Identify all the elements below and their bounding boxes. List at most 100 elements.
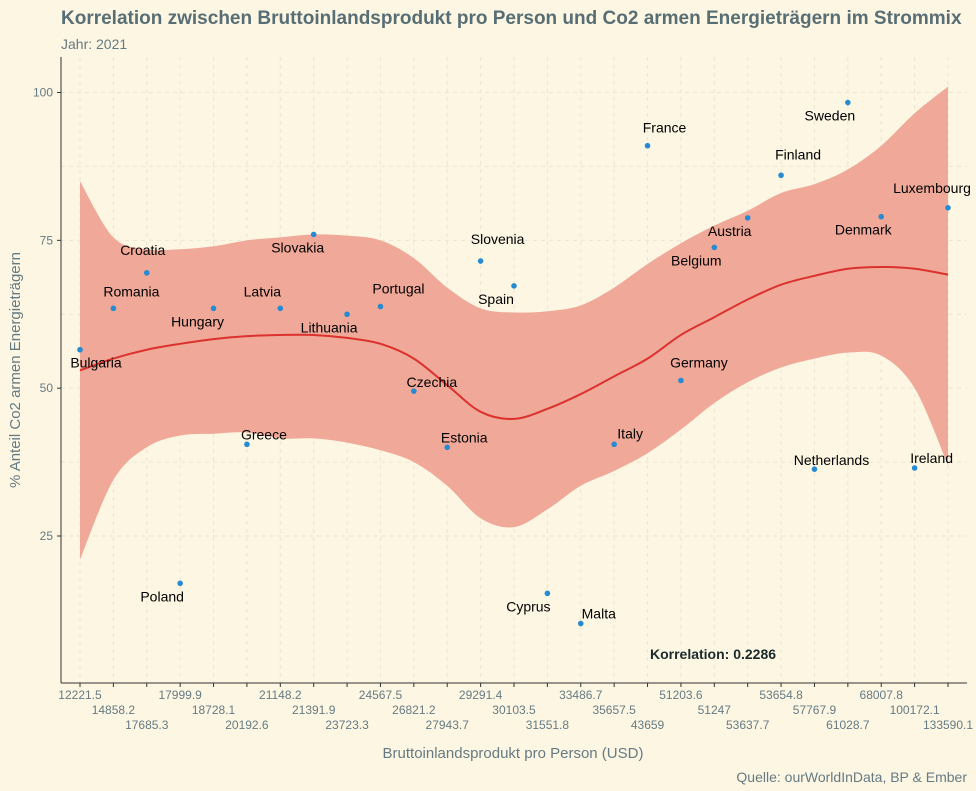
point-label: Latvia <box>244 283 282 299</box>
point-label: Malta <box>582 606 616 622</box>
x-tick-label: 43659 <box>631 718 665 732</box>
point-label: Romania <box>103 283 159 299</box>
x-tick-label: 100172.1 <box>890 703 940 717</box>
x-tick-label: 29291.4 <box>459 688 503 702</box>
x-tick-label: 20192.6 <box>225 718 269 732</box>
data-point <box>444 444 451 451</box>
x-tick-label: 51247 <box>698 703 732 717</box>
x-tick-label: 31551.8 <box>526 718 570 732</box>
confidence-band-layer <box>80 86 948 560</box>
x-tick-label: 53637.7 <box>726 718 770 732</box>
point-label: Croatia <box>120 242 165 258</box>
data-point <box>177 580 183 587</box>
x-tick-label: 14858.2 <box>92 703 136 717</box>
point-label: Portugal <box>372 281 424 297</box>
data-point <box>511 283 517 289</box>
x-tick-label: 23723.3 <box>325 718 369 732</box>
data-point <box>377 303 384 310</box>
y-tick-label: 25 <box>40 529 54 543</box>
x-tick-label: 12221.5 <box>58 688 102 702</box>
data-point <box>310 231 317 238</box>
point-label: Italy <box>617 425 643 441</box>
point-label: Poland <box>140 588 184 604</box>
correlation-annotation: Korrelation: 0.2286 <box>650 646 776 662</box>
data-point <box>77 346 83 353</box>
data-point <box>811 466 818 472</box>
point-label: Germany <box>670 354 728 370</box>
data-point <box>911 465 918 471</box>
x-tick-label: 26821.2 <box>392 703 436 717</box>
trend-line-layer <box>79 265 949 420</box>
x-tick-label: 35657.5 <box>592 703 636 717</box>
point-label: Czechia <box>407 374 458 390</box>
x-axis-title: Bruttoinlandsprodukt pro Person (USD) <box>383 745 644 762</box>
data-point <box>577 620 584 627</box>
data-point <box>544 590 551 597</box>
data-points <box>77 99 951 627</box>
point-label: Estonia <box>441 429 488 445</box>
data-point <box>277 305 284 312</box>
x-tick-label: 30103.5 <box>492 703 536 717</box>
point-label: Lithuania <box>301 319 358 335</box>
point-label: Luxembourg <box>893 180 971 196</box>
point-label: Belgium <box>671 252 722 268</box>
data-point <box>344 311 350 318</box>
point-label: Bulgaria <box>70 355 122 371</box>
data-point <box>678 377 684 384</box>
point-labels: Bulgaria Romania Croatia Poland Hungary Greec… <box>70 108 971 622</box>
y-axis-title: % Anteil Co2 armen Energieträgern <box>7 252 24 488</box>
x-tick-label: 21148.2 <box>259 688 302 702</box>
data-point <box>744 215 751 221</box>
y-tick-label: 75 <box>40 233 54 247</box>
x-tick-label: 133590.1 <box>923 718 973 732</box>
x-tick-label: 68007.8 <box>860 688 904 702</box>
point-label: Netherlands <box>794 452 870 468</box>
chart-title: Korrelation zwischen Bruttoinlandsproduk… <box>61 8 962 29</box>
data-point <box>477 258 484 264</box>
data-point <box>210 305 217 312</box>
x-tick-label: 51203.6 <box>659 688 703 702</box>
point-label: France <box>643 120 687 136</box>
data-point <box>244 441 250 448</box>
y-axis-ticks: 25 50 75 100 <box>33 86 61 543</box>
x-tick-label: 17685.3 <box>125 718 169 732</box>
y-tick-label: 50 <box>40 381 54 395</box>
data-point <box>611 441 617 448</box>
y-tick-label: 100 <box>33 86 53 100</box>
point-label: Slovakia <box>271 239 324 255</box>
point-label: Austria <box>708 223 752 239</box>
data-point <box>878 213 885 220</box>
chart-subtitle: Jahr: 2021 <box>61 36 127 52</box>
x-tick-label: 61028.7 <box>826 718 870 732</box>
confidence-band <box>80 86 948 560</box>
x-tick-label: 33486.7 <box>559 688 603 702</box>
x-tick-label: 21391.9 <box>292 703 336 717</box>
point-label: Cyprus <box>506 598 550 614</box>
source-caption: Quelle: ourWorldInData, BP & Ember <box>736 769 967 785</box>
data-point <box>143 270 150 276</box>
point-label: Hungary <box>171 313 224 329</box>
data-point <box>711 244 718 251</box>
point-label: Finland <box>775 146 821 162</box>
x-tick-label: 53654.8 <box>759 688 803 702</box>
point-label: Spain <box>478 291 514 307</box>
point-label: Greece <box>241 426 287 442</box>
point-label: Slovenia <box>471 231 525 247</box>
data-point <box>644 142 651 149</box>
point-label: Sweden <box>805 108 856 124</box>
trend-line <box>79 265 949 420</box>
x-tick-label: 27943.7 <box>426 718 470 732</box>
x-tick-label: 17999.9 <box>158 688 202 702</box>
x-tick-label: 57767.9 <box>793 703 837 717</box>
data-point <box>945 205 951 211</box>
data-point <box>411 388 417 394</box>
data-point <box>845 99 851 106</box>
data-point <box>110 305 117 312</box>
point-label: Ireland <box>910 450 953 466</box>
x-tick-label: 18728.1 <box>192 703 236 717</box>
x-tick-label: 24567.5 <box>359 688 403 702</box>
data-point <box>778 172 784 179</box>
point-label: Denmark <box>835 222 893 238</box>
